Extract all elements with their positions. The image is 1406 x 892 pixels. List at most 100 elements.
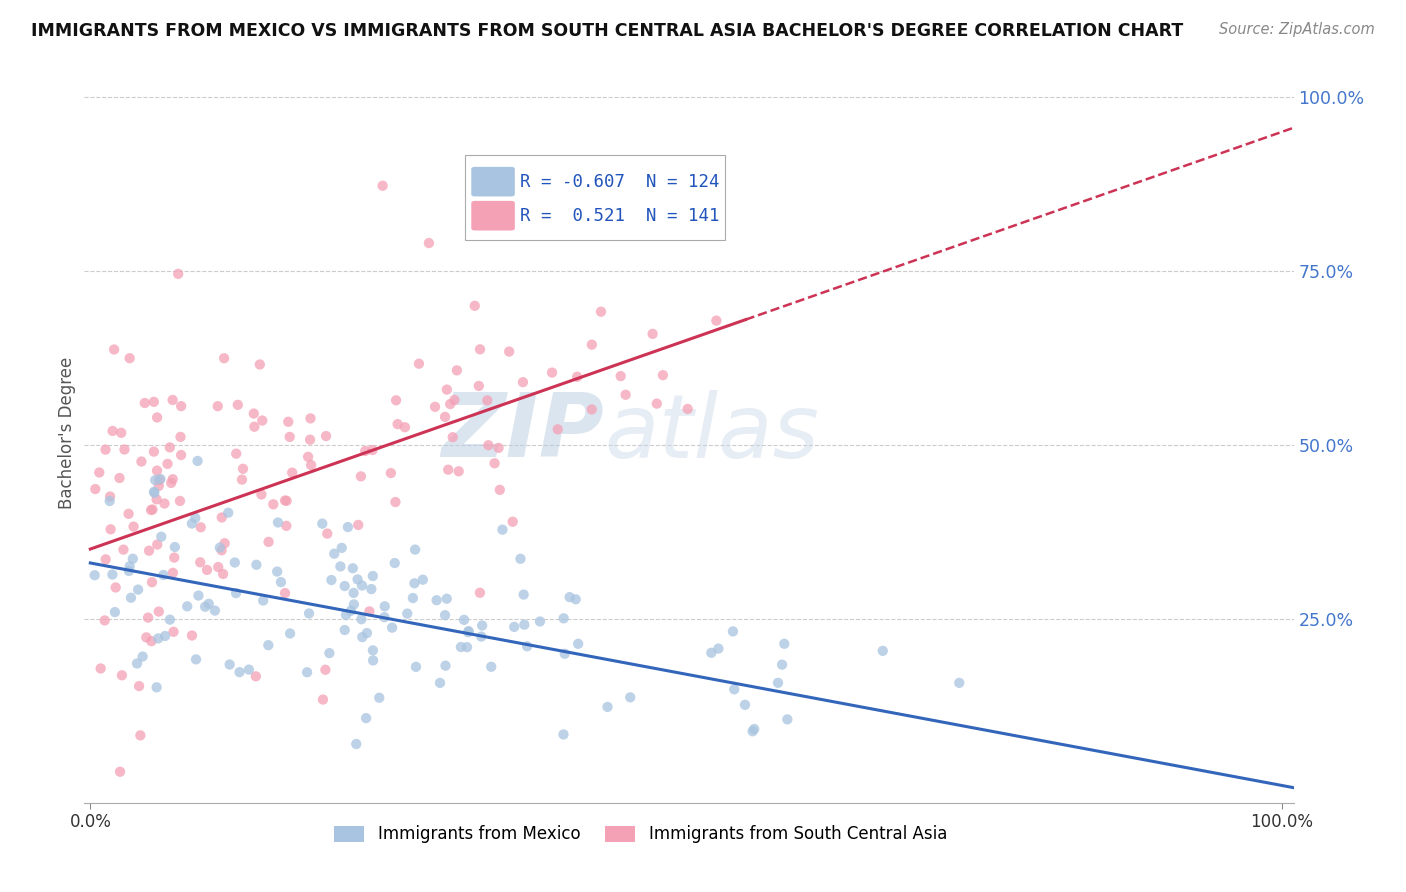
Point <box>464 299 486 313</box>
Point <box>872 644 894 658</box>
Point <box>374 599 396 614</box>
Point <box>138 543 160 558</box>
Point <box>343 598 366 612</box>
Point <box>350 469 373 483</box>
Point <box>267 516 290 530</box>
Point <box>299 433 322 447</box>
Point <box>581 337 603 351</box>
Point <box>948 676 970 690</box>
Point <box>360 582 382 596</box>
Point <box>159 613 181 627</box>
Point <box>766 676 789 690</box>
Point <box>148 473 170 487</box>
Point <box>181 628 204 642</box>
Text: IMMIGRANTS FROM MEXICO VS IMMIGRANTS FROM SOUTH CENTRAL ASIA BACHELOR'S DEGREE C: IMMIGRANTS FROM MEXICO VS IMMIGRANTS FRO… <box>31 22 1184 40</box>
Point <box>225 447 247 461</box>
Point <box>104 581 127 595</box>
Point <box>770 657 793 672</box>
Point <box>344 737 367 751</box>
Point <box>257 534 280 549</box>
Legend: Immigrants from Mexico, Immigrants from South Central Asia: Immigrants from Mexico, Immigrants from … <box>328 819 953 850</box>
Point <box>146 464 169 478</box>
Point <box>723 682 745 697</box>
Point <box>142 444 165 458</box>
Point <box>195 563 218 577</box>
Point <box>98 494 121 508</box>
Point <box>120 591 142 605</box>
Point <box>250 487 273 501</box>
Point <box>354 711 377 725</box>
Point <box>589 304 612 318</box>
Point <box>252 413 274 427</box>
Point <box>609 369 631 384</box>
Point <box>384 556 406 570</box>
Point <box>297 450 319 464</box>
Point <box>153 496 176 510</box>
Point <box>118 351 141 366</box>
Point <box>503 620 526 634</box>
Point <box>122 519 145 533</box>
Point <box>136 610 159 624</box>
Point <box>429 676 451 690</box>
Point <box>98 490 121 504</box>
Point <box>441 430 464 444</box>
Point <box>162 624 184 639</box>
Point <box>368 690 391 705</box>
Point <box>281 466 304 480</box>
Point <box>135 631 157 645</box>
Point <box>396 607 419 621</box>
Point <box>426 593 449 607</box>
Point <box>402 591 425 605</box>
Point <box>412 573 434 587</box>
Point <box>94 552 117 566</box>
Point <box>387 417 409 431</box>
Point <box>211 510 233 524</box>
Point <box>356 626 378 640</box>
Point <box>554 647 576 661</box>
Text: R = -0.607  N = 124: R = -0.607 N = 124 <box>520 173 718 191</box>
Point <box>208 541 231 555</box>
Point <box>159 441 181 455</box>
Point <box>134 396 156 410</box>
Point <box>184 511 207 525</box>
Point <box>141 634 163 648</box>
Point <box>163 540 186 554</box>
Point <box>488 441 510 455</box>
Point <box>243 407 266 421</box>
Point <box>742 722 765 736</box>
Point <box>468 343 491 357</box>
Point <box>127 582 149 597</box>
Point <box>381 621 404 635</box>
Point <box>436 383 458 397</box>
Point <box>312 692 335 706</box>
Text: atlas: atlas <box>605 390 820 475</box>
Point <box>384 495 406 509</box>
Point <box>299 411 322 425</box>
Point <box>131 454 153 468</box>
Point <box>734 698 756 712</box>
Point <box>434 409 457 424</box>
Point <box>93 614 115 628</box>
Point <box>148 605 170 619</box>
Point <box>333 623 356 637</box>
Point <box>347 517 370 532</box>
Point <box>704 313 727 327</box>
Point <box>156 457 179 471</box>
Point <box>484 456 506 470</box>
Point <box>470 630 492 644</box>
Point <box>295 665 318 680</box>
Text: R =  0.521  N = 141: R = 0.521 N = 141 <box>520 207 718 225</box>
Point <box>180 516 202 531</box>
Point <box>443 392 465 407</box>
Point <box>83 568 105 582</box>
Point <box>564 592 586 607</box>
Point <box>314 663 336 677</box>
Point <box>278 626 301 640</box>
Point <box>468 586 491 600</box>
Point <box>471 618 494 632</box>
Point <box>108 471 131 485</box>
Point <box>118 559 141 574</box>
Point <box>457 624 479 638</box>
Point <box>187 589 209 603</box>
Point <box>361 569 384 583</box>
